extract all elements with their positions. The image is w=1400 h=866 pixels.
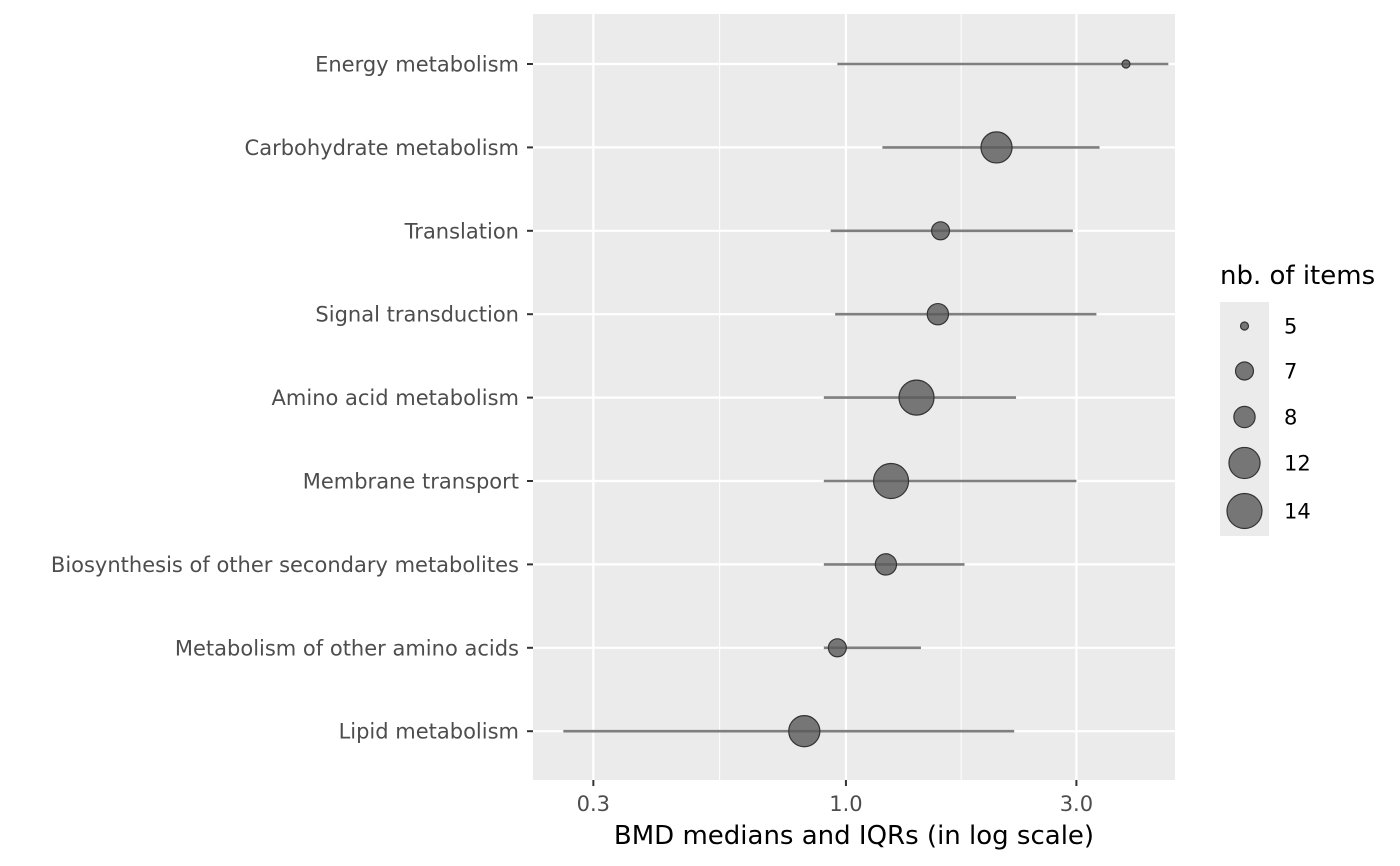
y-axis: Energy metabolism Carbohydrate metabolism… <box>51 53 533 744</box>
legend-items: 5 7 8 12 14 <box>1226 315 1311 530</box>
median-point <box>980 131 1013 164</box>
x-tick-label: 3.0 <box>1060 792 1093 816</box>
x-tick-label: 0.3 <box>577 792 610 816</box>
y-tick-label: Carbohydrate metabolism <box>245 136 519 160</box>
y-tick-label: Metabolism of other amino acids <box>175 636 519 660</box>
legend-key-point <box>1234 361 1255 381</box>
y-tick-label: Lipid metabolism <box>339 720 519 744</box>
legend-key-point <box>1228 446 1261 480</box>
y-tick-label: Amino acid metabolism <box>272 386 519 410</box>
median-point <box>788 715 821 748</box>
y-tick-label: Membrane transport <box>303 470 519 494</box>
y-tick-label: Energy metabolism <box>315 53 519 77</box>
median-point <box>874 553 898 576</box>
legend-title: nb. of items <box>1220 261 1375 291</box>
legend-key-point <box>1239 321 1250 331</box>
median-points <box>788 59 1131 748</box>
legend-label: 12 <box>1284 452 1311 476</box>
median-point <box>872 462 910 500</box>
legend-key-point <box>1226 492 1263 530</box>
y-tick-label: Translation <box>404 219 519 243</box>
median-point <box>926 302 950 326</box>
median-point <box>898 379 935 416</box>
legend-label: 7 <box>1284 360 1297 384</box>
legend-label: 5 <box>1284 315 1297 339</box>
median-point <box>1121 59 1131 69</box>
size-legend: nb. of items 5 7 8 12 14 <box>1220 261 1375 536</box>
y-tick-label: Biosynthesis of other secondary metaboli… <box>51 553 519 577</box>
median-point <box>827 638 847 658</box>
legend-label: 8 <box>1284 406 1297 430</box>
y-tick-label: Signal transduction <box>315 303 519 327</box>
median-point <box>930 221 951 241</box>
legend-key-point <box>1233 405 1256 429</box>
x-axis: 0.3 1.0 3.0 <box>577 780 1093 816</box>
legend-label: 14 <box>1284 500 1311 524</box>
x-axis-title: BMD medians and IQRs (in log scale) <box>614 821 1094 851</box>
x-tick-label: 1.0 <box>829 792 862 816</box>
